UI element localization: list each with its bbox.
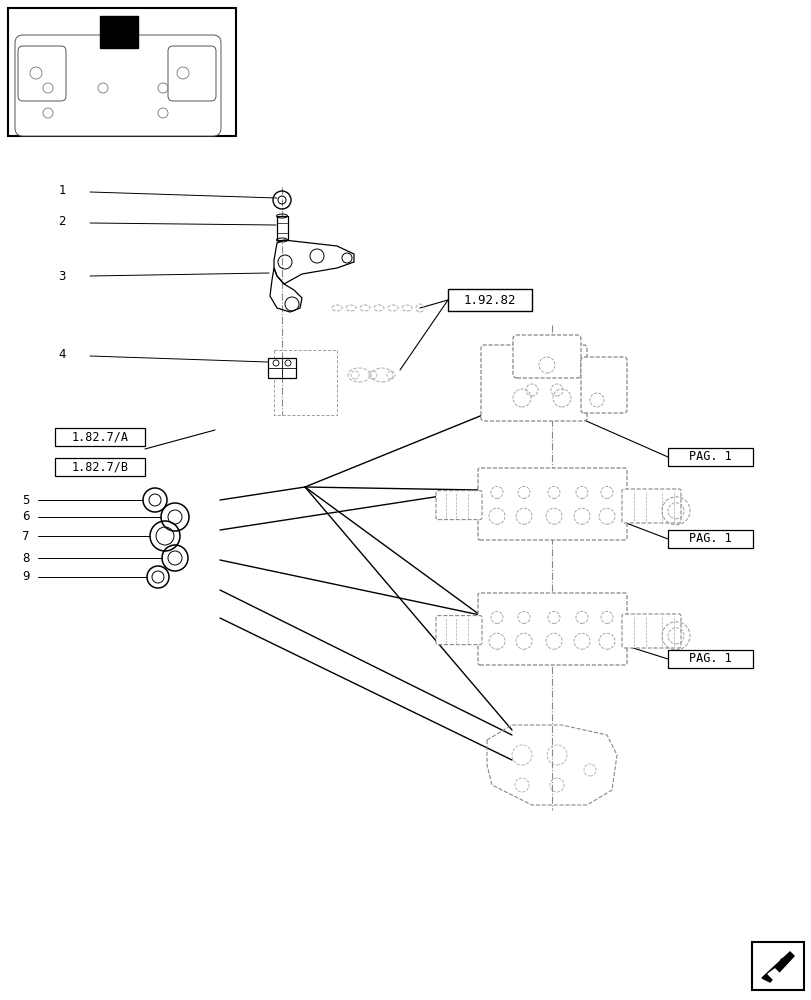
Bar [268, 358, 296, 378]
FancyBboxPatch shape [513, 335, 581, 378]
Text: 1: 1 [58, 184, 66, 197]
Polygon shape [761, 952, 793, 982]
Text: 1.92.82: 1.92.82 [463, 294, 516, 306]
Text: 2: 2 [58, 215, 66, 228]
FancyBboxPatch shape [581, 357, 626, 413]
FancyBboxPatch shape [168, 46, 216, 101]
FancyBboxPatch shape [18, 46, 66, 101]
Text: PAG. 1: PAG. 1 [688, 450, 731, 464]
Text: 7: 7 [22, 530, 30, 542]
Bar [448, 289, 531, 311]
FancyBboxPatch shape [478, 593, 626, 665]
Bar [55, 458, 145, 476]
Bar [8, 8, 236, 136]
Bar [667, 650, 752, 668]
Polygon shape [767, 969, 779, 980]
FancyBboxPatch shape [621, 614, 680, 648]
Text: 3: 3 [58, 269, 66, 282]
Text: 1.82.7/B: 1.82.7/B [71, 460, 128, 474]
Text: 9: 9 [22, 570, 30, 584]
Text: 8: 8 [22, 552, 30, 564]
Bar [55, 428, 145, 446]
Text: PAG. 1: PAG. 1 [688, 652, 731, 666]
Bar [751, 942, 803, 990]
FancyBboxPatch shape [436, 616, 482, 645]
FancyBboxPatch shape [436, 491, 482, 520]
FancyBboxPatch shape [480, 345, 586, 421]
Bar [667, 448, 752, 466]
Text: 4: 4 [58, 348, 66, 360]
Text: 1.82.7/A: 1.82.7/A [71, 430, 128, 444]
Text: PAG. 1: PAG. 1 [688, 532, 731, 546]
FancyBboxPatch shape [478, 468, 626, 540]
FancyBboxPatch shape [621, 489, 680, 523]
FancyBboxPatch shape [15, 35, 221, 136]
Bar [667, 530, 752, 548]
Bar [100, 16, 138, 48]
Text: 5: 5 [22, 493, 30, 506]
Text: 6: 6 [22, 510, 30, 524]
Bar [277, 216, 288, 240]
